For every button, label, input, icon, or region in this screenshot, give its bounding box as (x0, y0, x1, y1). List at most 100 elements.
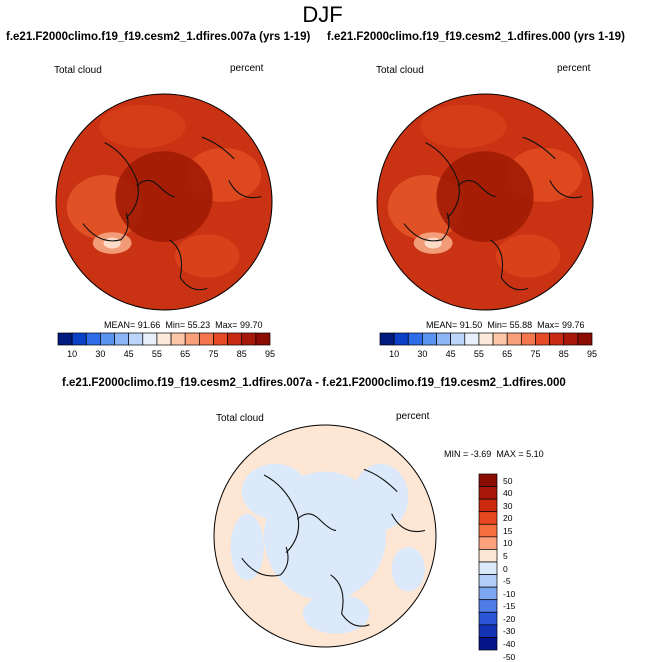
colorbar-box (577, 332, 593, 346)
panel3-colorbar-tick-label: 5 (503, 551, 508, 561)
panel3-units: percent (396, 411, 430, 422)
panel2-colorbar-tick-label: 10 (389, 349, 400, 359)
coastline-2 (403, 212, 450, 242)
panel2-title: f.e21.F2000climo.f19_f19.cesm2_1.dfires.… (327, 31, 625, 43)
panel1-variable-label: Total cloud (54, 65, 102, 76)
panel1-map (55, 93, 273, 311)
colorbar-box (156, 332, 172, 346)
diff-negative-region-4 (230, 513, 264, 581)
cloud-region-5 (424, 237, 442, 249)
panel3-min-label: MIN = (444, 449, 469, 459)
panel1-max-label: Max= (215, 320, 238, 330)
panel1-mean-label: MEAN= (104, 320, 136, 330)
coastline-5 (228, 180, 262, 199)
colorbar-box (57, 332, 73, 346)
colorbar-box (478, 511, 498, 525)
colorbar-box (436, 332, 452, 346)
coastline-5 (391, 513, 426, 533)
coastline-3 (169, 239, 208, 291)
panel3-colorbar (478, 473, 498, 651)
panel3-colorbar-tick-label: -5 (503, 576, 511, 587)
colorbar-box (478, 498, 498, 513)
panel2-max-value: 99.76 (561, 320, 585, 330)
coastline-0 (104, 142, 139, 219)
panel1-min-value: 55.23 (187, 320, 211, 330)
coastline-1 (136, 179, 175, 198)
panel2-colorbar-tick-label: 45 (445, 349, 456, 359)
coastline-2 (82, 212, 129, 242)
colorbar-box (85, 332, 101, 346)
colorbar-box (549, 332, 565, 346)
panel2-min-value: 55.88 (509, 320, 533, 330)
panel3-variable-label: Total cloud (216, 413, 264, 424)
panel1-min-label: Min= (165, 320, 186, 330)
coastline-3 (330, 574, 370, 627)
cloud-region-3 (420, 104, 507, 148)
colorbar-box (535, 332, 550, 346)
colorbar-box (393, 332, 409, 346)
panel1-colorbar-tick-label: 30 (95, 349, 106, 359)
colorbar-box (227, 332, 243, 346)
panel1-colorbar-tick-label: 10 (67, 349, 78, 359)
colorbar-box (142, 332, 158, 346)
panel3-colorbar-tick-label: -20 (503, 613, 516, 624)
colorbar-box (71, 332, 87, 346)
panel3-title: f.e21.F2000climo.f19_f19.cesm2_1.dfires.… (62, 377, 566, 389)
panel2-variable-label: Total cloud (376, 65, 424, 76)
colorbar-box (492, 332, 508, 346)
panel1-units: percent (230, 63, 264, 74)
panel3-max-value: 5.10 (526, 449, 544, 459)
panel3-colorbar-tick-label: 40 (503, 488, 513, 499)
panel2-colorbar-tick-label: 75 (530, 349, 541, 359)
panel2-colorbar-tick-label: 95 (586, 349, 597, 359)
colorbar-box (478, 637, 498, 651)
colorbar-box (184, 332, 200, 346)
panel1-colorbar (57, 332, 271, 346)
panel1-colorbar-tick-label: 55 (151, 349, 162, 359)
colorbar-box (478, 586, 498, 601)
diff-negative-region-5 (391, 547, 425, 592)
panel1-mean-value: 91.66 (137, 320, 161, 330)
panel1-colorbar-tick-label: 75 (208, 349, 219, 359)
panel3-max-label: MAX = (496, 449, 524, 459)
colorbar-box (407, 332, 423, 346)
coastline-0 (263, 474, 300, 554)
panel3-colorbar-tick-label: -10 (503, 588, 516, 599)
colorbar-box (478, 486, 498, 500)
colorbar-box (478, 611, 498, 626)
cloud-region-2 (174, 234, 240, 278)
panel2-units: percent (557, 63, 591, 74)
colorbar-box (520, 332, 536, 346)
panel1-max-value: 99.70 (239, 320, 263, 330)
panel3-stats: MIN = -3.69 MAX = 5.10 (444, 449, 544, 459)
colorbar-box (478, 332, 494, 346)
colorbar-box (255, 332, 271, 346)
panel3-colorbar-tick-label: 10 (503, 538, 513, 549)
panel3-colorbar-tick-label: 20 (503, 513, 513, 524)
coastline-5 (549, 180, 583, 199)
panel2-colorbar-tick-label: 65 (502, 349, 513, 359)
panel1-title: f.e21.F2000climo.f19_f19.cesm2_1.dfires.… (6, 31, 311, 43)
map-outline (213, 424, 437, 648)
colorbar-box (478, 624, 498, 638)
colorbar-box (478, 574, 498, 588)
cloud-region-7 (115, 151, 213, 242)
coastline-0 (425, 142, 460, 219)
panel2-min-label: Min= (487, 320, 508, 330)
cloud-region-6 (562, 94, 593, 140)
diff-negative-region-1 (241, 463, 309, 520)
coastline-4 (201, 136, 235, 160)
panel3-colorbar-tick-label: -30 (503, 626, 516, 637)
colorbar-box (100, 332, 115, 346)
colorbar-box (379, 332, 395, 346)
colorbar-box (198, 332, 214, 346)
page-title: DJF (302, 2, 343, 27)
colorbar-box (422, 332, 437, 346)
panel2-colorbar-tick-label: 55 (473, 349, 484, 359)
panel3-colorbar-tick-label: -40 (503, 639, 516, 649)
panel1-colorbar-tick-label: 45 (123, 349, 134, 359)
panel2-colorbar-tick-label: 85 (558, 349, 569, 359)
colorbar-box (241, 332, 257, 346)
colorbar-box (128, 332, 144, 346)
colorbar-box (478, 599, 498, 613)
